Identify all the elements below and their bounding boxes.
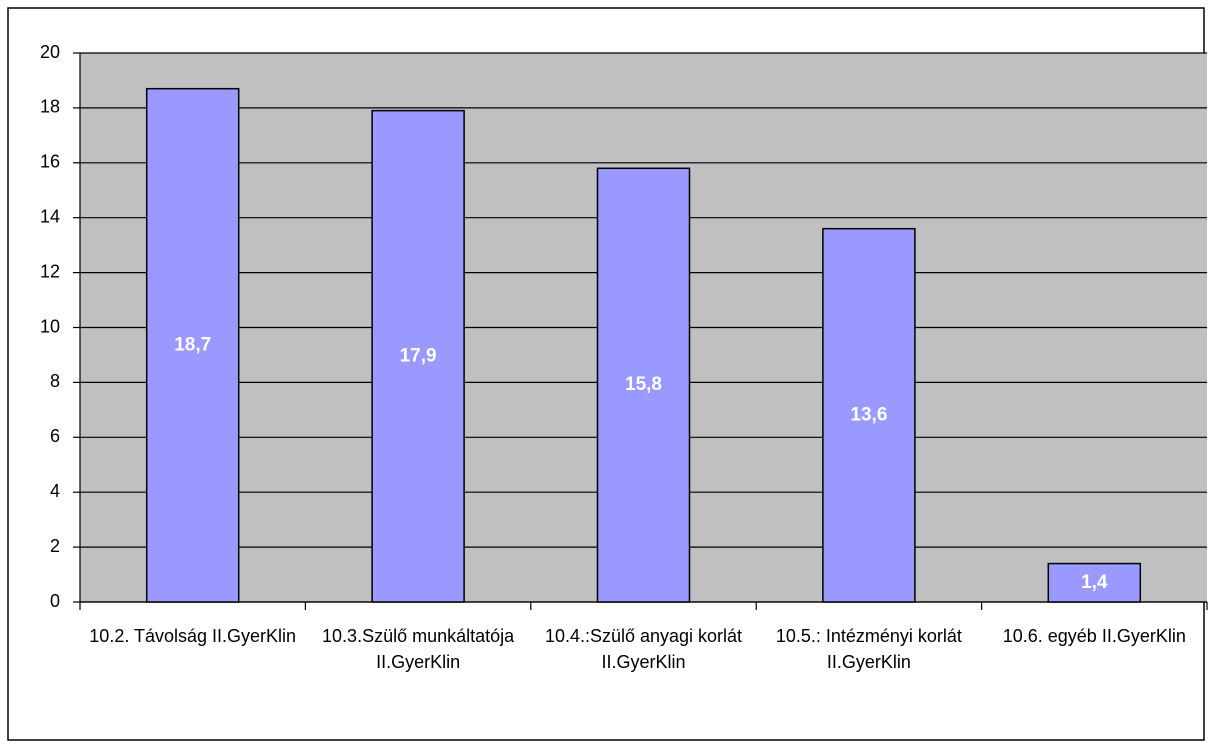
x-tick-label: 10.3.Szülő munkáltatója II.GyerKlin bbox=[322, 626, 515, 672]
bar bbox=[822, 227, 916, 603]
bar bbox=[145, 87, 240, 603]
y-tick-label: 6 bbox=[50, 426, 60, 446]
y-tick-label: 0 bbox=[50, 591, 60, 611]
bar bbox=[596, 167, 691, 603]
y-tick-label: 16 bbox=[40, 152, 60, 172]
data-label: 1,4 bbox=[1081, 572, 1108, 593]
x-tick-label: 10.2. Távolság II.GyerKlin bbox=[89, 626, 297, 646]
bar bbox=[1047, 562, 1142, 603]
y-tick-label: 12 bbox=[40, 261, 60, 281]
data-label: 15,8 bbox=[625, 374, 662, 395]
x-tick-label: 10.4.:Szülő anyagi korlát II.GyerKlin bbox=[544, 626, 743, 672]
y-tick-label: 8 bbox=[50, 371, 60, 391]
y-tick-label: 2 bbox=[50, 536, 60, 556]
data-label: 17,9 bbox=[400, 345, 437, 366]
y-tick-label: 10 bbox=[40, 316, 60, 336]
data-label: 13,6 bbox=[850, 404, 887, 425]
y-tick-label: 14 bbox=[40, 206, 60, 226]
x-tick-label: 10.6. egyéb II.GyerKlin bbox=[1002, 626, 1186, 646]
data-label: 18,7 bbox=[174, 334, 211, 355]
y-tick-label: 20 bbox=[40, 42, 60, 62]
x-tick-label: 10.5.: Intézményi korlát II.GyerKlin bbox=[775, 626, 962, 672]
y-tick-label: 18 bbox=[40, 97, 60, 117]
bar bbox=[371, 109, 465, 603]
y-tick-label: 4 bbox=[50, 481, 60, 501]
